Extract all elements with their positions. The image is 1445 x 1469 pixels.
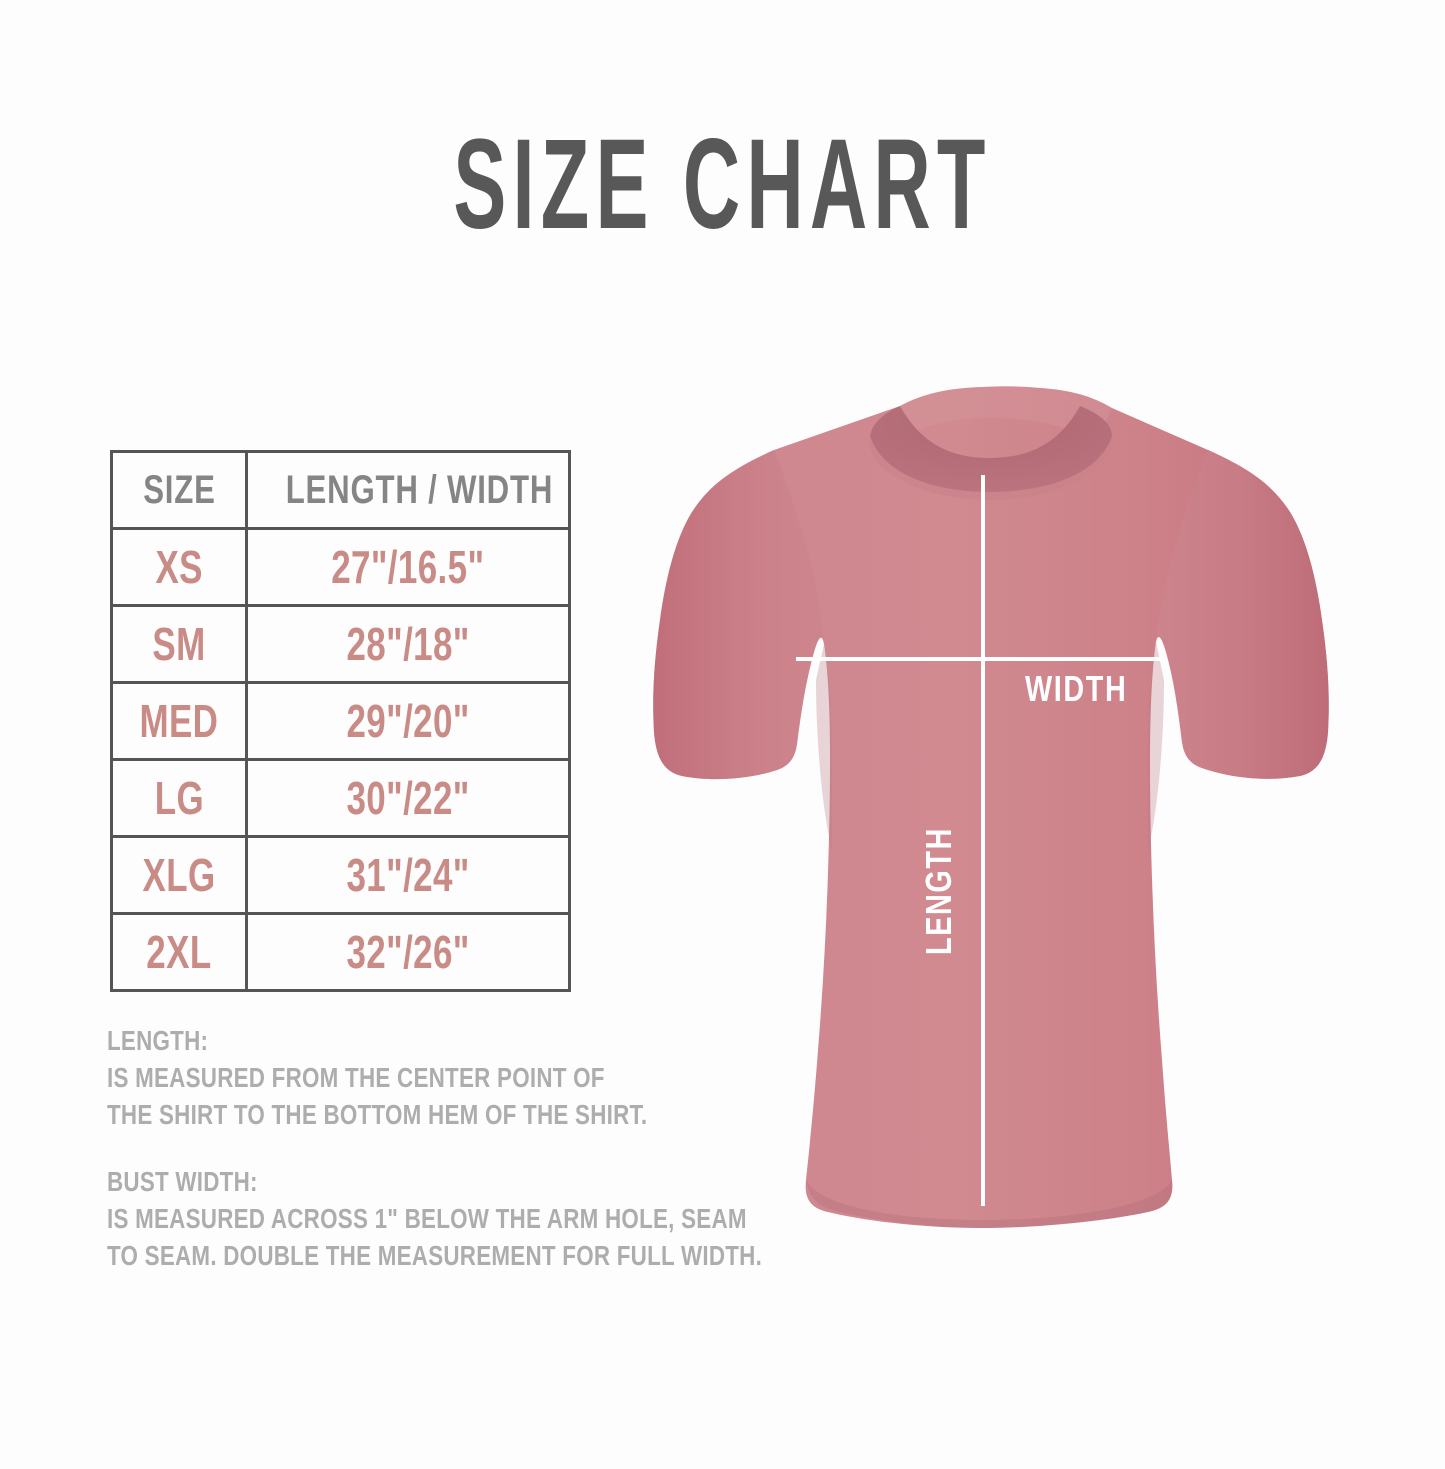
size-value: SM (152, 618, 206, 670)
column-header-size: SIZE (110, 450, 248, 530)
cell-dimensions: 31"/24" (245, 835, 571, 915)
column-header-length-width-label: LENGTH / WIDTH (285, 467, 554, 512)
size-value: LG (154, 772, 204, 824)
page-title: SIZE CHART (453, 113, 992, 256)
table-row: LG 30"/22" (110, 758, 571, 838)
size-value: 2XL (146, 926, 212, 978)
size-value: XS (155, 541, 203, 593)
cell-dimensions: 27"/16.5" (245, 527, 571, 607)
note-bust-width-heading: BUST WIDTH: (107, 1166, 258, 1197)
cell-size: LG (110, 758, 248, 838)
column-header-size-label: SIZE (142, 467, 216, 512)
table-row: XLG 31"/24" (110, 835, 571, 915)
size-value: MED (139, 695, 219, 747)
shirt-sleeve-right (1156, 450, 1329, 779)
shirt-body-shape (653, 386, 1329, 1228)
dimensions-value: 27"/16.5" (331, 541, 485, 593)
table-row: 2XL 32"/26" (110, 912, 571, 992)
tshirt-illustration (653, 386, 1329, 1228)
width-label: WIDTH (1025, 668, 1128, 709)
side-shadow-left (816, 644, 832, 850)
cell-size: XLG (110, 835, 248, 915)
note-length-heading: LENGTH: (107, 1025, 209, 1056)
dimensions-value: 31"/24" (346, 849, 470, 901)
note-length-line2: THE SHIRT TO THE BOTTOM HEM OF THE SHIRT… (107, 1099, 648, 1130)
note-bust-width-line2: TO SEAM. DOUBLE THE MEASUREMENT FOR FULL… (107, 1240, 763, 1271)
column-header-length-width: LENGTH / WIDTH (245, 450, 571, 530)
collar-rib (870, 406, 1112, 492)
tshirt-diagram: WIDTH LENGTH (600, 380, 1390, 1240)
cell-dimensions: 29"/20" (245, 681, 571, 761)
table-row: MED 29"/20" (110, 681, 571, 761)
cell-size: MED (110, 681, 248, 761)
cell-dimensions: 30"/22" (245, 758, 571, 838)
dimensions-value: 28"/18" (346, 618, 470, 670)
shirt-sleeve-left (653, 450, 824, 780)
size-value: XLG (142, 849, 216, 901)
cell-size: SM (110, 604, 248, 684)
dimensions-value: 32"/26" (346, 926, 470, 978)
shirt-collar (869, 406, 1112, 500)
note-bust-width-line1: IS MEASURED ACROSS 1" BELOW THE ARM HOLE… (107, 1203, 747, 1234)
length-label: LENGTH (918, 827, 959, 955)
cell-dimensions: 32"/26" (245, 912, 571, 992)
cell-size: 2XL (110, 912, 248, 992)
dimensions-value: 30"/22" (346, 772, 470, 824)
measurement-notes: LENGTH: IS MEASURED FROM THE CENTER POIN… (107, 1022, 763, 1304)
cell-dimensions: 28"/18" (245, 604, 571, 684)
note-length: LENGTH: IS MEASURED FROM THE CENTER POIN… (107, 1022, 747, 1133)
table-header-row: SIZE LENGTH / WIDTH (110, 450, 571, 530)
note-length-line1: IS MEASURED FROM THE CENTER POINT OF (107, 1062, 605, 1093)
table-row: SM 28"/18" (110, 604, 571, 684)
table-row: XS 27"/16.5" (110, 527, 571, 607)
hem-shadow (806, 1180, 1173, 1228)
shirt-torso (653, 386, 1329, 1228)
dimensions-value: 29"/20" (346, 695, 470, 747)
size-chart-table: SIZE LENGTH / WIDTH XS 27"/16.5" SM 28"/… (110, 450, 571, 992)
side-shadow-right (1148, 642, 1164, 850)
shoulder-highlight (896, 386, 1112, 442)
note-bust-width: BUST WIDTH: IS MEASURED ACROSS 1" BELOW … (107, 1163, 763, 1274)
cell-size: XS (110, 527, 248, 607)
